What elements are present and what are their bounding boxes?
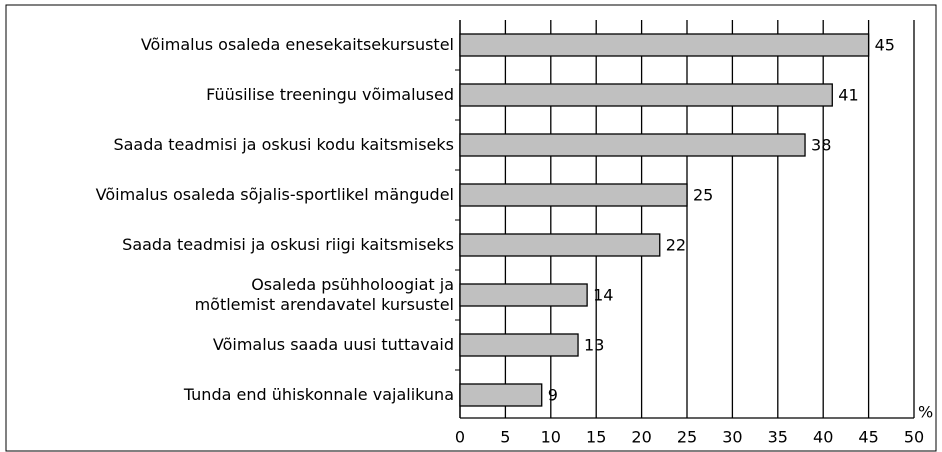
label-line: Tunda end ühiskonnale vajalikuna [183, 385, 454, 404]
x-tick-label: 30 [722, 428, 742, 447]
y-tick-label: Võimalus saada uusi tuttavaid [213, 335, 454, 354]
x-tick-label: 20 [631, 428, 651, 447]
bar [459, 383, 543, 407]
value-label: 38 [811, 136, 831, 155]
value-label: 25 [693, 186, 713, 205]
x-tick-label: 5 [500, 428, 510, 447]
bar [459, 233, 661, 257]
y-tick-label: Saada teadmisi ja oskusi kodu kaitsmisek… [113, 135, 454, 154]
x-tick-label: 15 [586, 428, 606, 447]
y-tick-label: Füüsilise treeningu võimalused [206, 85, 454, 104]
x-tick-label: 10 [541, 428, 561, 447]
bar [459, 83, 833, 107]
value-label: 22 [666, 236, 686, 255]
bar [459, 183, 688, 207]
frame [5, 4, 937, 452]
y-tick-label: Saada teadmisi ja oskusi riigi kaitsmise… [122, 235, 454, 254]
y-tick-label: Võimalus osaleda sõjalis-sportlikel mäng… [96, 185, 454, 204]
label-line: Saada teadmisi ja oskusi kodu kaitsmisek… [113, 135, 454, 154]
x-axis-label: % [918, 403, 933, 422]
bar [459, 133, 806, 157]
x-tick-label: 35 [768, 428, 788, 447]
x-tick-label: 40 [813, 428, 833, 447]
y-tick-label: Osaleda psühholoogiat ja mõtlemist arenda… [195, 275, 454, 314]
label-line: Osaleda psühholoogiat ja [251, 275, 454, 294]
label-line: Võimalus osaleda enesekaitsekursustel [141, 35, 454, 54]
label-line: Saada teadmisi ja oskusi riigi kaitsmise… [122, 235, 454, 254]
value-label: 41 [838, 86, 858, 105]
x-tick-label: 50 [904, 428, 924, 447]
x-tick-label: 45 [858, 428, 878, 447]
value-label: 9 [548, 386, 558, 405]
x-tick-label: 0 [455, 428, 465, 447]
y-tick-label: Tunda end ühiskonnale vajalikuna [183, 385, 454, 404]
label-line: Füüsilise treeningu võimalused [206, 85, 454, 104]
label-line: mõtlemist arendavatel kursustel [195, 295, 454, 314]
bar [459, 283, 588, 307]
value-label: 14 [593, 286, 613, 305]
value-label: 45 [875, 36, 895, 55]
x-tick-label: 25 [677, 428, 697, 447]
y-tick-label: Võimalus osaleda enesekaitsekursustel [141, 35, 454, 54]
label-line: Võimalus saada uusi tuttavaid [213, 335, 454, 354]
bar [459, 333, 579, 357]
value-label: 13 [584, 336, 604, 355]
bar [459, 33, 870, 57]
label-line: Võimalus osaleda sõjalis-sportlikel mäng… [96, 185, 454, 204]
